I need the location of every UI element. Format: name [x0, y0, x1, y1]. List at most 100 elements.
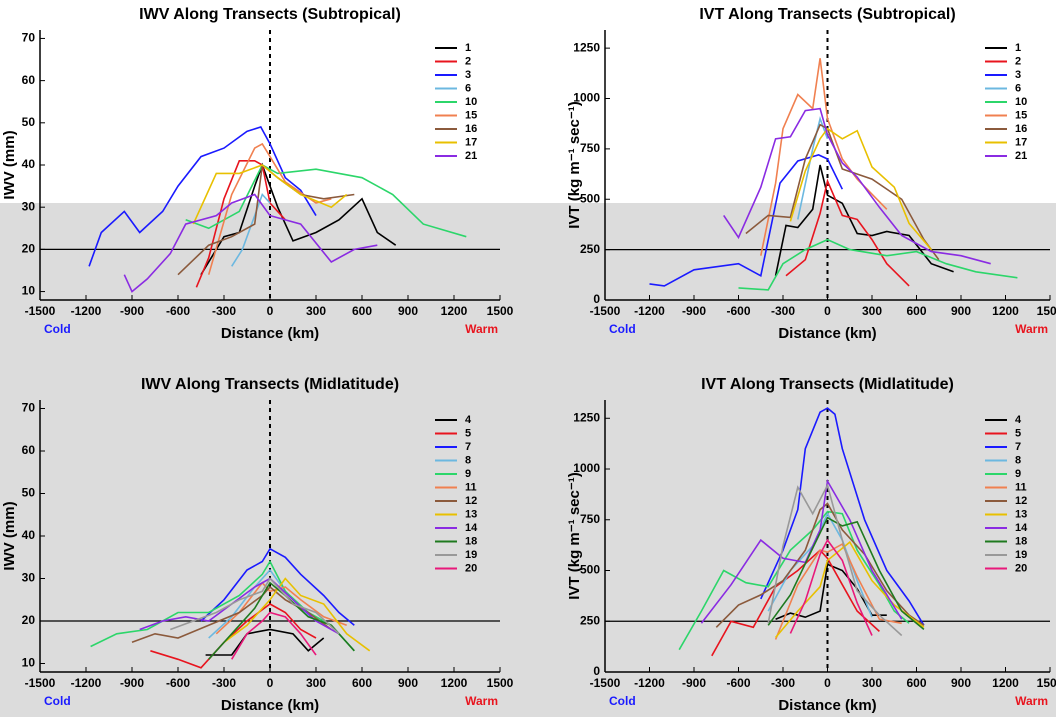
legend-label: 20	[465, 562, 477, 574]
chart-title: IVT Along Transects (Subtropical)	[699, 6, 955, 23]
y-tick-label: 750	[580, 141, 600, 155]
legend-label: 4	[465, 414, 472, 426]
y-tick-label: 0	[593, 664, 600, 678]
background-bottom	[0, 203, 1056, 717]
x-tick-label: -1200	[71, 676, 102, 690]
y-tick-label: 250	[580, 613, 600, 627]
x-tick-label: 1500	[1037, 304, 1056, 318]
x-tick-label: 1500	[487, 304, 514, 318]
cold-label: Cold	[44, 694, 71, 708]
series-line	[789, 127, 932, 251]
x-tick-label: -900	[120, 676, 144, 690]
x-tick-label: 300	[862, 676, 882, 690]
legend-label: 1	[465, 42, 471, 54]
x-tick-label: 1200	[992, 676, 1019, 690]
y-tick-label: 50	[22, 115, 36, 129]
cold-label: Cold	[609, 694, 636, 708]
x-tick-label: -1200	[634, 304, 665, 318]
x-tick-label: 300	[862, 304, 882, 318]
y-tick-label: 1000	[573, 461, 600, 475]
series-line	[150, 603, 317, 669]
legend-label: 3	[465, 69, 471, 81]
x-tick-label: 900	[951, 676, 971, 690]
series-line	[200, 547, 355, 626]
legend-label: 14	[465, 522, 478, 534]
cold-label: Cold	[609, 322, 636, 336]
y-tick-label: 500	[580, 191, 600, 205]
y-tick-label: 40	[22, 528, 36, 542]
x-tick-label: -600	[726, 676, 750, 690]
series-line	[767, 483, 903, 637]
x-axis-label: Distance (km)	[221, 325, 319, 342]
x-tick-label: -900	[682, 304, 706, 318]
y-axis-label: IWV (mm)	[1, 130, 18, 199]
y-tick-label: 30	[22, 571, 36, 585]
y-tick-label: 30	[22, 199, 36, 213]
y-tick-label: 60	[22, 443, 36, 457]
legend-label: 18	[1015, 535, 1027, 547]
y-tick-label: 40	[22, 157, 36, 171]
x-tick-label: -300	[771, 304, 795, 318]
legend-label: 7	[1015, 441, 1021, 453]
x-tick-label: 300	[306, 676, 326, 690]
x-tick-label: 600	[352, 676, 372, 690]
x-tick-label: 1200	[992, 304, 1019, 318]
x-tick-label: 600	[906, 676, 926, 690]
chart-title: IWV Along Transects (Midlatitude)	[141, 376, 399, 393]
y-axis-label: IVT (kg m⁻¹ sec⁻¹)	[566, 472, 583, 600]
legend-label: 13	[1015, 508, 1027, 520]
legend-label: 17	[465, 136, 477, 148]
series-line	[231, 611, 317, 660]
y-tick-label: 1000	[573, 91, 600, 105]
series-line	[789, 538, 873, 636]
legend-label: 5	[1015, 427, 1021, 439]
y-tick-label: 10	[22, 284, 36, 298]
series-line	[195, 160, 286, 288]
y-tick-label: 250	[580, 242, 600, 256]
legend-label: 9	[465, 468, 471, 480]
cold-label: Cold	[44, 322, 71, 336]
x-tick-label: -900	[682, 676, 706, 690]
y-tick-label: 500	[580, 563, 600, 577]
y-tick-label: 50	[22, 486, 36, 500]
legend-label: 21	[1015, 150, 1027, 162]
series-line	[723, 107, 991, 265]
y-tick-label: 0	[593, 292, 600, 306]
legend-label: 2	[1015, 55, 1021, 67]
legend-label: 18	[465, 535, 477, 547]
legend-label: 14	[1015, 522, 1028, 534]
x-tick-label: 1500	[1037, 676, 1056, 690]
series-line	[231, 192, 271, 267]
series-line	[123, 193, 378, 293]
legend-label: 5	[465, 427, 471, 439]
x-tick-label: 1500	[487, 676, 514, 690]
legend-label: 13	[465, 508, 477, 520]
legend-label: 6	[465, 82, 471, 94]
legend-label: 19	[1015, 549, 1027, 561]
x-tick-label: -300	[771, 676, 795, 690]
legend-label: 7	[465, 441, 471, 453]
y-tick-label: 20	[22, 613, 36, 627]
legend-label: 3	[1015, 69, 1021, 81]
legend-label: 15	[465, 109, 477, 121]
legend-label: 9	[1015, 468, 1021, 480]
x-tick-label: -600	[166, 304, 190, 318]
x-tick-label: 0	[824, 676, 831, 690]
legend-label: 8	[465, 454, 471, 466]
legend-label: 6	[1015, 82, 1021, 94]
legend-label: 1	[1015, 42, 1021, 54]
y-tick-label: 10	[22, 656, 36, 670]
chart-title: IVT Along Transects (Midlatitude)	[701, 376, 954, 393]
x-tick-label: -300	[212, 676, 236, 690]
y-axis-label: IVT (kg m⁻¹ sec⁻¹)	[566, 101, 583, 229]
series-line	[223, 577, 371, 652]
x-tick-label: -1500	[25, 676, 56, 690]
legend-label: 12	[1015, 495, 1027, 507]
y-tick-label: 20	[22, 242, 36, 256]
x-tick-label: -600	[166, 676, 190, 690]
background-top	[0, 0, 1056, 203]
y-tick-label: 60	[22, 73, 36, 87]
warm-label: Warm	[1015, 694, 1048, 708]
warm-label: Warm	[465, 694, 498, 708]
